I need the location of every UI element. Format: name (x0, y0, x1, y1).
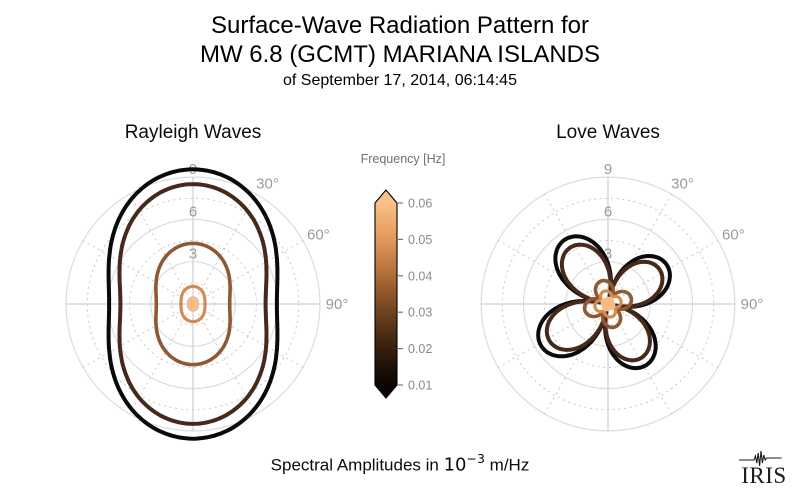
colorbar-tick-label: 0.01 (408, 379, 432, 393)
polar-grid-spoke-dotted (192, 303, 304, 368)
colorbar-tick-label: 0.02 (408, 342, 432, 356)
radiation-curve (187, 296, 199, 312)
colorbar-bar (374, 189, 398, 399)
love-polar-plot: 3 6 9 30° 60° 90° (480, 161, 763, 432)
units-label-unit: m/Hz (484, 455, 530, 475)
radial-tick-label: 6 (189, 203, 197, 220)
page-title-line2: MW 6.8 (GCMT) MARIANA ISLANDS (199, 41, 601, 68)
polar-grid-spoke-dotted (607, 193, 672, 305)
radiation-curve (179, 284, 207, 324)
love-plot-title: Love Waves (556, 122, 660, 143)
angle-tick-label: 60° (722, 227, 745, 244)
radiation-curve (600, 296, 616, 312)
polar-grid-spoke-dotted (192, 193, 257, 305)
radiation-curve (544, 242, 665, 363)
iris-logo: IRIS (739, 450, 786, 488)
radial-tick-label: 9 (604, 161, 612, 178)
radiation-curve (106, 167, 280, 441)
angle-tick-label: 30° (671, 176, 694, 193)
colorbar-title: Frequency [Hz] (360, 152, 446, 166)
radial-tick-label: 3 (189, 246, 197, 263)
page-title-line3: of September 17, 2014, 06:14:45 (283, 72, 517, 89)
iris-logo-text: IRIS (741, 463, 786, 488)
polar-grid-spoke-dotted (192, 240, 304, 305)
colorbar-tick-label: 0.05 (408, 233, 432, 247)
amplitude-units-label: Spectral Amplitudes in 10−3 m/Hz (0, 451, 800, 476)
angle-tick-label: 90° (741, 296, 763, 313)
polar-grid-spoke-dotted (192, 303, 257, 415)
rayleigh-plot-title: Rayleigh Waves (124, 122, 262, 143)
polar-grid-spoke-dotted (544, 193, 609, 305)
units-label-exponent: −3 (466, 451, 485, 466)
polar-grid-spoke-dotted (497, 240, 609, 305)
seismogram-trace-icon (739, 450, 782, 467)
angle-tick-label: 90° (326, 296, 348, 313)
colorbar-tick-label: 0.03 (408, 306, 432, 320)
polar-grid-spoke-dotted (129, 193, 194, 305)
polar-grid-spoke-dotted (497, 303, 609, 368)
polar-grid-spoke-dotted (82, 240, 194, 305)
frequency-colorbar: 0.06 0.05 0.04 0.03 0.02 0.01 (374, 189, 432, 399)
polar-grid-spoke-dotted (544, 303, 609, 415)
units-label-prefix: Spectral Amplitudes in (270, 455, 444, 475)
radial-tick-label: 3 (604, 246, 612, 263)
page-title-line1: Surface-Wave Radiation Pattern for (211, 12, 589, 39)
angle-tick-label: 30° (256, 176, 279, 193)
radial-tick-label: 6 (604, 203, 612, 220)
colorbar-tick-label: 0.04 (408, 269, 432, 283)
polar-grid-spoke-dotted (607, 303, 719, 368)
angle-tick-label: 60° (307, 227, 330, 244)
polar-grid-spoke-dotted (129, 303, 194, 415)
units-label-base: 10 (443, 454, 467, 476)
polar-grid-spoke-dotted (82, 303, 194, 368)
radiation-curve (154, 241, 232, 367)
radiation-curve (117, 182, 269, 426)
colorbar-tick-label: 0.06 (408, 197, 432, 211)
